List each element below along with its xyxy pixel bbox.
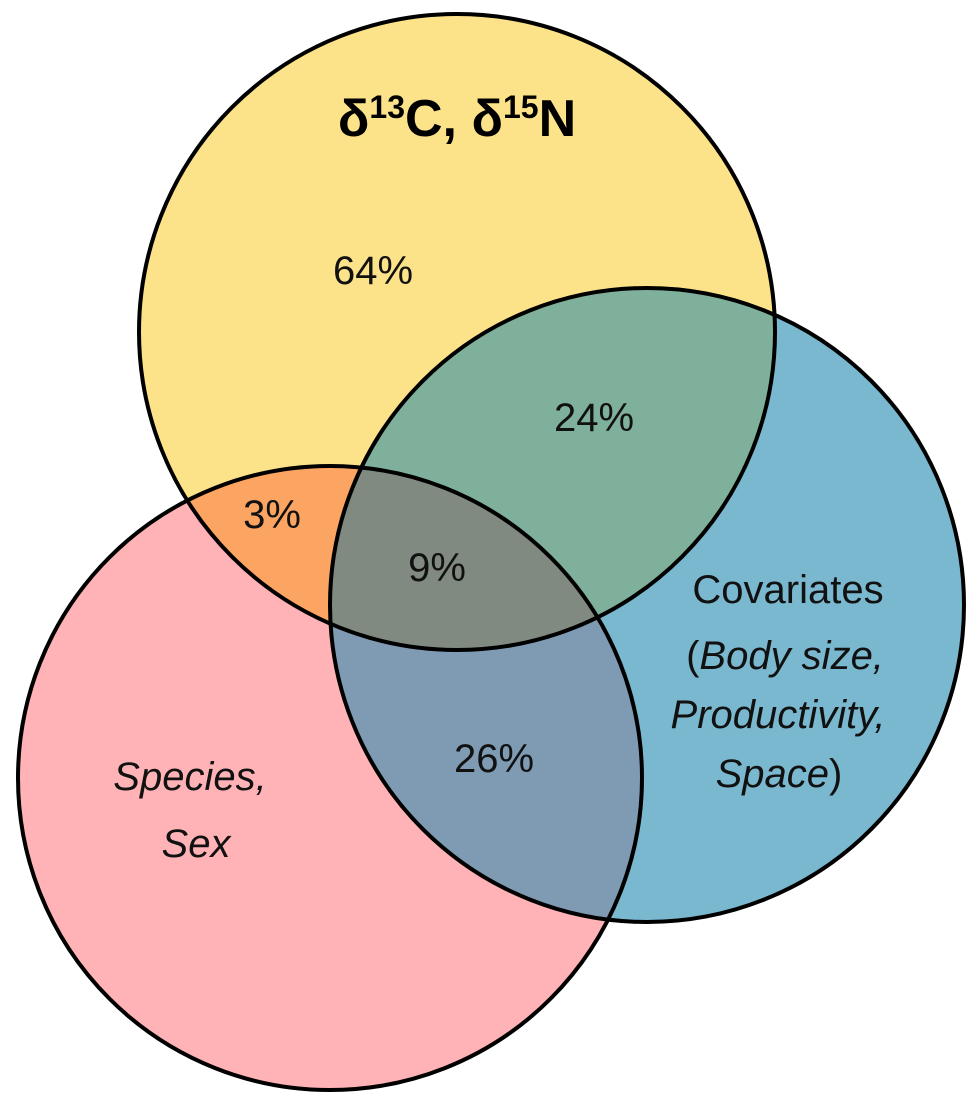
covariates-label-line4: Space) xyxy=(716,752,843,796)
covariates-outline xyxy=(328,286,966,924)
covariates-label-line3: Productivity, xyxy=(671,693,886,737)
all-three-value: 9% xyxy=(408,546,466,590)
covariates-label-line2: (Body size, xyxy=(686,634,884,678)
covariates-label: Covariates xyxy=(692,568,883,612)
species-sex-outline xyxy=(16,464,644,1092)
isotopes-covariates-value: 24% xyxy=(554,396,634,440)
species-covariates-overlap xyxy=(330,466,642,922)
species-sex-label: Species, xyxy=(113,755,266,799)
species-sex-label-line2: Sex xyxy=(162,822,233,866)
isotopes-only-value: 64% xyxy=(333,249,413,293)
isotopes-species-value: 3% xyxy=(243,493,301,537)
species-covariates-value: 26% xyxy=(454,737,534,781)
isotopes-set-title: δ13C, δ15N xyxy=(338,89,576,148)
isotopes-outline xyxy=(137,12,777,652)
